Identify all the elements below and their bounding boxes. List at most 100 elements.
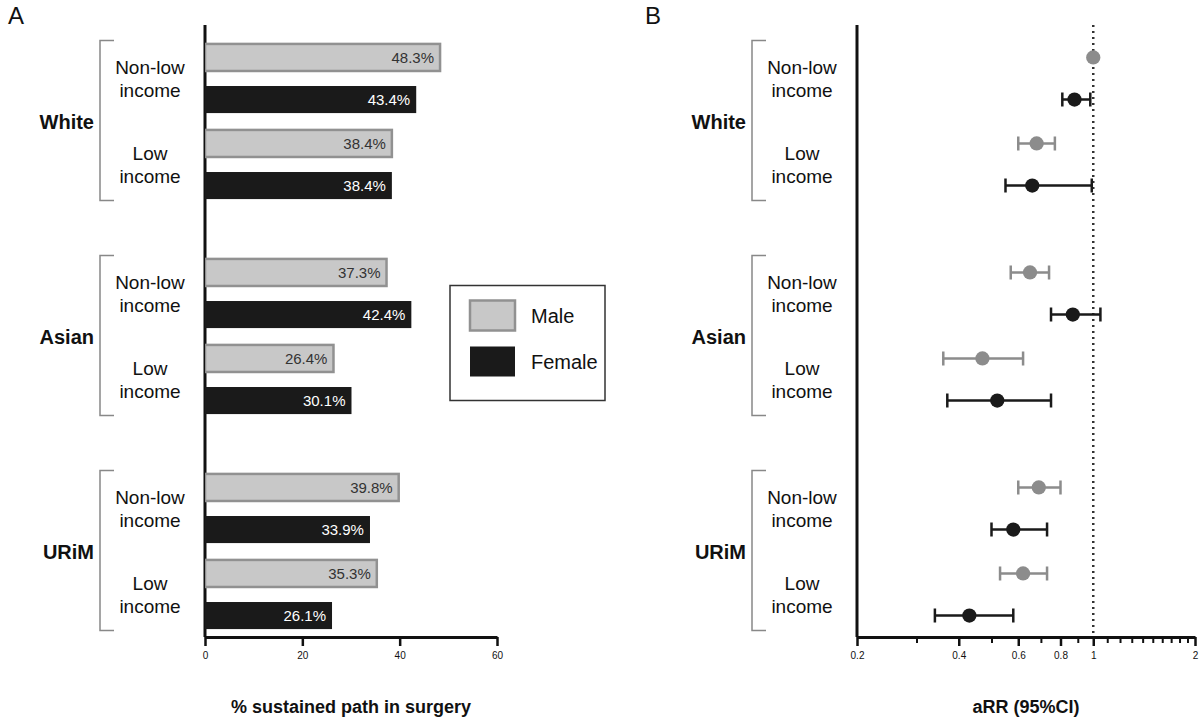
data-label: 26.4% bbox=[285, 350, 328, 367]
data-label: 42.4% bbox=[363, 306, 406, 323]
category-label: Lowincome bbox=[119, 358, 180, 402]
bar bbox=[205, 560, 377, 587]
category-label: Lowincome bbox=[119, 573, 180, 617]
point bbox=[962, 608, 976, 622]
panel: AWhiteAsianURiMNon-lowincomeLowincomeNon… bbox=[8, 2, 605, 717]
point bbox=[990, 393, 1004, 407]
x-tick-label: 40 bbox=[395, 650, 407, 661]
data-label: 37.3% bbox=[338, 264, 381, 281]
x-tick-label: 0.8 bbox=[1054, 650, 1068, 661]
y-axis-line bbox=[856, 25, 859, 637]
x-tick: 60 bbox=[492, 637, 504, 661]
point bbox=[1006, 522, 1020, 536]
x-tick-mark bbox=[1093, 637, 1096, 646]
plot-area bbox=[205, 44, 440, 629]
group-bracket bbox=[752, 41, 766, 201]
x-tick-mark bbox=[958, 637, 961, 646]
data-label: 43.4% bbox=[368, 91, 411, 108]
point bbox=[1066, 307, 1080, 321]
legend-swatch bbox=[470, 347, 515, 377]
category-label: Lowincome bbox=[771, 143, 832, 187]
point bbox=[1067, 92, 1081, 106]
bar bbox=[205, 44, 440, 71]
legend: MaleFemale bbox=[450, 286, 605, 401]
x-axis: 0 20 40 60 bbox=[203, 637, 504, 661]
x-tick: 0.4 bbox=[952, 637, 966, 661]
x-axis: 0.2 0.4 0.6 0.8 1 2 bbox=[851, 637, 1199, 661]
bar bbox=[205, 130, 392, 157]
plot-area bbox=[935, 25, 1101, 637]
x-tick: 2 bbox=[1193, 637, 1199, 661]
x-tick-mark bbox=[856, 637, 859, 646]
group-bracket bbox=[100, 41, 114, 201]
group-label: White bbox=[692, 111, 746, 133]
bar bbox=[205, 259, 387, 286]
x-axis-line bbox=[206, 636, 498, 639]
x-tick: 0 bbox=[203, 637, 209, 661]
group-label: URiM bbox=[695, 541, 746, 563]
group-bracket bbox=[100, 471, 114, 631]
category-label: Non-lowincome bbox=[767, 487, 837, 531]
bar bbox=[205, 474, 399, 501]
bar bbox=[205, 387, 351, 414]
error-bar bbox=[1062, 93, 1090, 107]
x-tick-mark bbox=[1018, 637, 1021, 646]
point bbox=[975, 351, 989, 365]
bar bbox=[205, 602, 332, 629]
category-label: Lowincome bbox=[119, 143, 180, 187]
x-tick: 1 bbox=[1091, 637, 1097, 661]
data-label: 38.4% bbox=[343, 177, 386, 194]
category-label: Non-lowincome bbox=[767, 272, 837, 316]
x-tick: 40 bbox=[395, 637, 407, 661]
x-axis-line bbox=[858, 636, 1196, 639]
error-bar bbox=[943, 351, 1023, 365]
data-label: 35.3% bbox=[328, 565, 371, 582]
error-bar bbox=[947, 394, 1051, 408]
error-bar bbox=[1005, 179, 1091, 193]
x-tick-mark bbox=[302, 637, 305, 646]
group-label: White bbox=[40, 111, 94, 133]
point bbox=[1086, 50, 1100, 64]
panel: BWhiteAsianURiMNon-lowincomeLowincomeNon… bbox=[645, 2, 1199, 717]
data-label: 38.4% bbox=[343, 135, 386, 152]
legend-label: Female bbox=[531, 351, 598, 373]
x-tick-label: 20 bbox=[297, 650, 309, 661]
x-tick: 0.8 bbox=[1054, 637, 1068, 661]
point-series bbox=[943, 50, 1100, 580]
x-tick: 0.6 bbox=[1012, 637, 1026, 661]
error-bar bbox=[1051, 308, 1100, 322]
reference-line bbox=[1092, 25, 1095, 637]
error-bar bbox=[1018, 480, 1060, 494]
error-bar bbox=[1018, 136, 1055, 150]
panel-title: A bbox=[8, 2, 24, 29]
x-axis-title: % sustained path in surgery bbox=[231, 697, 471, 717]
x-tick-mark bbox=[1194, 637, 1197, 646]
x-axis-title: aRR (95%CI) bbox=[972, 697, 1079, 717]
group-bracket bbox=[100, 256, 114, 416]
point-series bbox=[935, 92, 1101, 622]
x-tick-label: 1 bbox=[1091, 650, 1097, 661]
data-label: 33.9% bbox=[321, 521, 364, 538]
category-label: Non-lowincome bbox=[115, 57, 185, 101]
x-tick-mark bbox=[496, 637, 499, 646]
x-tick-label: 0.2 bbox=[851, 650, 865, 661]
group-label: Asian bbox=[692, 326, 746, 348]
figure: A White Asian URiM Non-lowincome Lowincome Non… bbox=[0, 0, 1200, 728]
category-label: Lowincome bbox=[771, 358, 832, 402]
data-label: 48.3% bbox=[392, 49, 435, 66]
x-tick: 0.2 bbox=[851, 637, 865, 661]
category-label: Non-lowincome bbox=[115, 272, 185, 316]
category-label: Non-lowincome bbox=[767, 57, 837, 101]
bar bbox=[205, 86, 416, 113]
point bbox=[1025, 178, 1039, 192]
bar bbox=[205, 345, 333, 372]
error-bar bbox=[935, 609, 1013, 623]
point bbox=[1016, 566, 1030, 580]
bar-series bbox=[205, 86, 416, 629]
point bbox=[1023, 265, 1037, 279]
legend-box bbox=[450, 286, 605, 401]
data-label: 39.8% bbox=[350, 479, 393, 496]
x-tick-label: 0.6 bbox=[1012, 650, 1026, 661]
group-bracket bbox=[752, 471, 766, 631]
y-axis-line bbox=[204, 25, 207, 637]
